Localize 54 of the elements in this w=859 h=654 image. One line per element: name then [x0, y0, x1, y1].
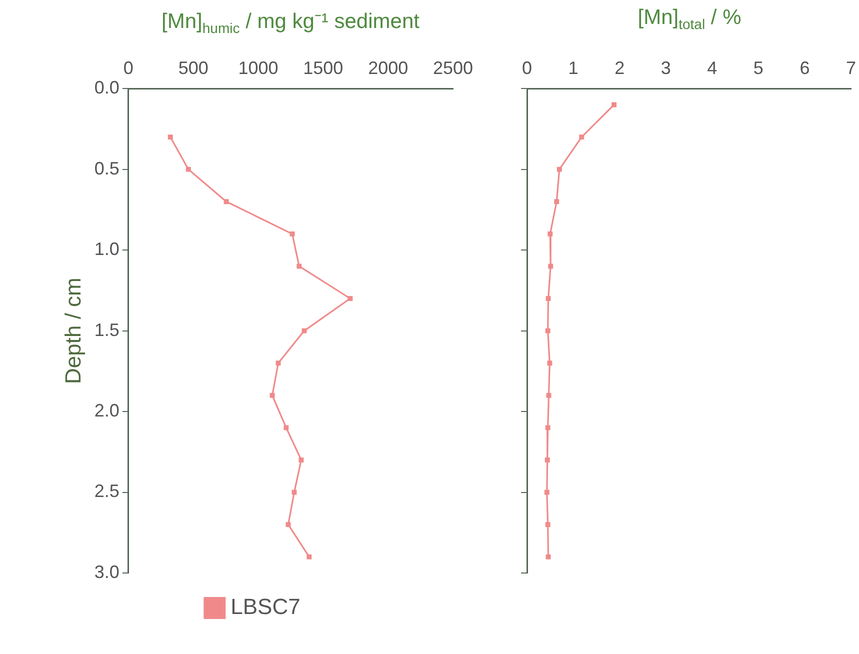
point	[546, 392, 552, 398]
legend-label: LBSC7	[230, 594, 300, 620]
y-tick-label: 2.0	[94, 400, 120, 420]
x-tick-label: 5	[753, 58, 764, 78]
point	[302, 328, 307, 334]
point	[554, 199, 560, 204]
x-tick-label: 4	[707, 58, 718, 78]
x-tick-label: 1	[568, 58, 578, 78]
point	[548, 231, 553, 236]
x-tick-label: 6	[800, 58, 810, 78]
point	[292, 490, 297, 495]
point	[612, 102, 616, 108]
x-tick-label: 0	[522, 58, 532, 78]
point	[544, 490, 550, 495]
y-tick-label: 0.0	[94, 78, 120, 98]
y-tick-label: 3.0	[94, 562, 120, 582]
point	[296, 264, 302, 269]
x-tick-label: 2	[614, 58, 625, 78]
point	[186, 166, 191, 172]
point	[306, 554, 312, 560]
point	[545, 328, 550, 334]
y-tick-label: 2.5	[94, 481, 120, 502]
point	[544, 458, 550, 462]
point	[284, 425, 289, 430]
x-tick-label: 2000	[368, 58, 408, 78]
point	[545, 522, 550, 528]
x-tick-label: 1500	[303, 58, 344, 78]
x-tick-label: 0	[123, 58, 134, 78]
point	[556, 166, 562, 172]
y-axis-title: Depth / cm	[60, 278, 86, 384]
point	[348, 296, 353, 301]
x-tick-label: 500	[178, 58, 208, 78]
point	[270, 392, 275, 398]
x-axis-title: [Mn]$_{total}$ / %	[636, 6, 742, 32]
point	[290, 231, 295, 236]
point	[276, 360, 281, 366]
x-axis-title: [Mn]$_{humic}$ / mg kg⁻¹ sediment	[160, 9, 420, 36]
y-tick-label: 0.5	[94, 158, 120, 178]
point	[546, 554, 551, 560]
point	[224, 199, 229, 204]
x-tick-label: 2500	[432, 58, 474, 78]
point	[168, 134, 173, 140]
point	[547, 360, 552, 366]
point	[546, 296, 551, 301]
x-tick-label: 3	[660, 58, 671, 78]
x-tick-label: 7	[846, 58, 856, 78]
x-tick-label: 1000	[238, 58, 278, 78]
point	[579, 134, 584, 140]
point	[298, 458, 304, 462]
point	[548, 264, 554, 269]
y-tick-label: 1.0	[94, 239, 120, 260]
point	[286, 522, 291, 528]
point	[545, 425, 550, 430]
y-tick-label: 1.5	[94, 320, 120, 340]
